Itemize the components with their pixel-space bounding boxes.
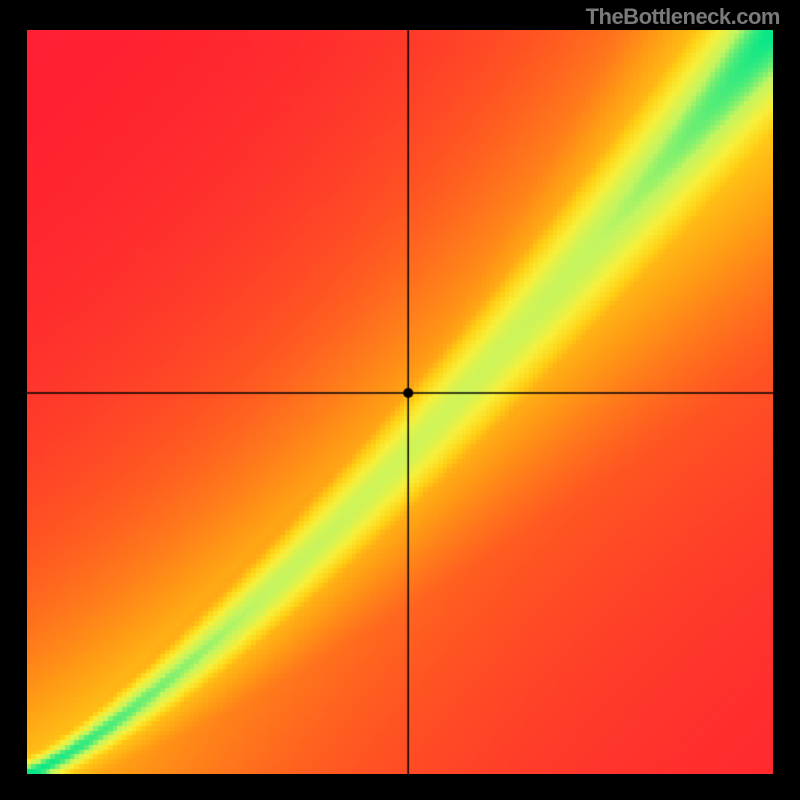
watermark-text: TheBottleneck.com — [586, 4, 780, 30]
bottleneck-heatmap — [27, 30, 773, 774]
